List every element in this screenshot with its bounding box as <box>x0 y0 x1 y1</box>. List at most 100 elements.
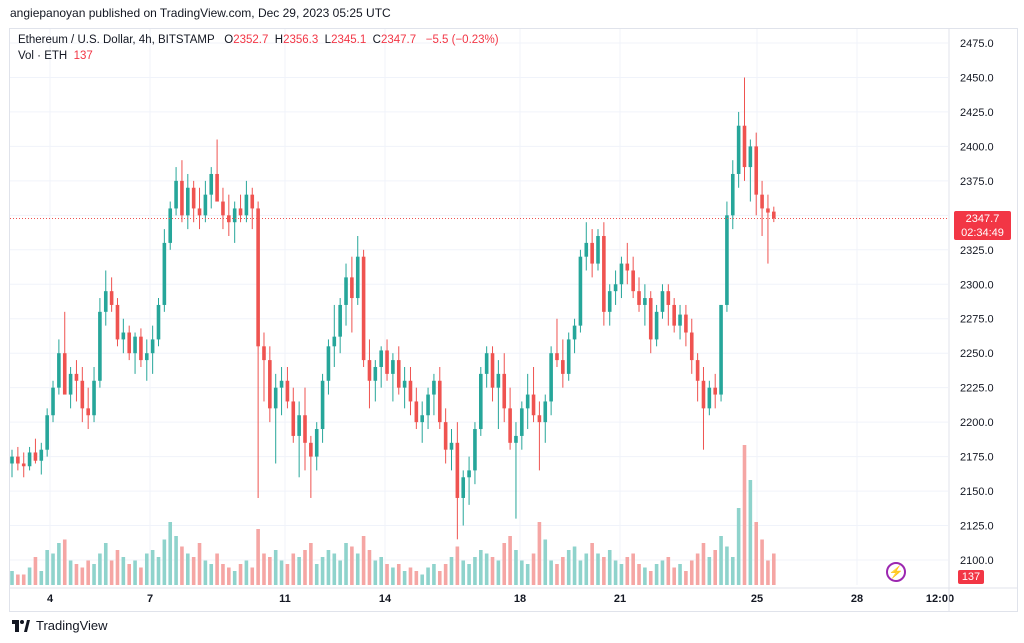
high-value: 2356.3 <box>283 34 319 46</box>
candle-body <box>707 387 712 409</box>
candle-body <box>461 477 466 498</box>
volume-bar <box>396 564 401 585</box>
volume-bar <box>98 553 102 585</box>
candle-body <box>602 236 606 312</box>
candle-body <box>689 332 694 361</box>
published-header: angiepanoyan published on TradingView.co… <box>10 6 391 20</box>
candle-body <box>514 435 518 443</box>
ohlc-legend: Ethereum / U.S. Dollar, 4h, BITSTAMP O23… <box>18 34 499 46</box>
volume-bar <box>21 574 26 585</box>
candle-body <box>332 336 337 347</box>
candle-body <box>490 353 495 388</box>
volume-bar <box>561 557 565 585</box>
candle-body <box>584 242 589 257</box>
volume-bar <box>479 550 483 585</box>
volume-bar <box>279 560 284 585</box>
volume-bar <box>162 539 167 585</box>
volume-bar <box>303 550 307 585</box>
candle-body <box>10 456 14 464</box>
volume-bar <box>338 560 342 585</box>
high-label: H <box>274 34 284 46</box>
volume-bar <box>51 553 55 585</box>
volume-bar <box>33 557 38 585</box>
volume-bar <box>455 546 460 585</box>
symbol-label[interactable]: Ethereum / U.S. Dollar, 4h, BITSTAMP <box>18 34 215 46</box>
candle-body <box>144 353 149 361</box>
volume-bar <box>678 564 682 585</box>
open-value: 2352.7 <box>233 34 269 46</box>
candle-body <box>98 311 102 381</box>
volume-bar <box>57 543 61 585</box>
candle-body <box>730 173 735 216</box>
volume-bar <box>549 560 553 585</box>
candle-body <box>250 194 255 209</box>
volume-label[interactable]: Vol · ETH <box>18 50 68 62</box>
candle-body <box>426 394 430 416</box>
volume-bar <box>250 567 255 585</box>
candle-body <box>561 360 565 374</box>
volume-bar <box>461 560 466 585</box>
volume-bar <box>203 560 208 585</box>
volume-bar <box>391 567 395 585</box>
volume-bar <box>232 571 237 585</box>
volume-bar <box>109 560 114 585</box>
x-tick-label: 14 <box>379 593 392 605</box>
candle-body <box>150 339 155 354</box>
volume-bar <box>760 539 764 585</box>
candle-body <box>285 380 290 402</box>
last-price-value: 2347.7 <box>965 213 1000 225</box>
y-tick-label: 2275.0 <box>960 314 994 326</box>
volume-bar <box>268 557 272 585</box>
volume-bar <box>186 553 190 585</box>
volume-bar <box>426 567 430 585</box>
candle-body <box>437 380 442 423</box>
volume-bar <box>379 557 383 585</box>
volume-bar <box>467 564 471 585</box>
candle-body <box>396 360 401 388</box>
volume-bar <box>191 557 196 585</box>
candle-body <box>443 422 448 450</box>
candle-body <box>344 277 348 305</box>
close-label: C <box>372 34 381 46</box>
candle-body <box>373 366 378 381</box>
candle-body <box>391 360 395 374</box>
x-tick-label: 7 <box>147 593 153 605</box>
candle-body <box>309 442 313 457</box>
candle-body <box>314 429 319 457</box>
candle-body <box>625 263 630 271</box>
tradingview-logo[interactable]: TradingView <box>12 618 108 633</box>
candle-body <box>197 208 202 216</box>
candle-body <box>654 311 659 340</box>
volume-bar <box>39 571 44 585</box>
volume-bar <box>432 564 436 585</box>
candle-body <box>678 314 682 326</box>
candle-body <box>742 125 747 168</box>
close-value: 2347.7 <box>380 34 417 46</box>
candle-body <box>203 194 208 216</box>
volume-bar <box>496 560 501 585</box>
candle-body <box>127 332 131 354</box>
candle-body <box>303 415 307 443</box>
volume-bar <box>227 567 231 585</box>
volume-bar <box>168 522 173 585</box>
candle-body <box>672 304 676 326</box>
volume-bar <box>584 553 589 585</box>
candle-body <box>262 346 266 361</box>
volume-bar <box>115 550 120 585</box>
volume-bar <box>742 445 747 585</box>
candle-body <box>432 380 436 395</box>
lightning-icon[interactable]: ⚡ <box>886 562 906 582</box>
chart-frame[interactable] <box>9 28 1018 612</box>
volume-bar <box>314 564 319 585</box>
volume-bar <box>443 564 448 585</box>
y-tick-label: 2225.0 <box>960 383 994 395</box>
candle-body <box>238 208 243 216</box>
brand-label: TradingView <box>36 618 108 633</box>
volume-bar <box>420 574 424 585</box>
y-tick-label: 2100.0 <box>960 555 994 567</box>
candle-body <box>27 452 32 467</box>
candle-body <box>221 201 225 216</box>
volume-bar <box>473 557 477 585</box>
volume-bar <box>625 557 630 585</box>
